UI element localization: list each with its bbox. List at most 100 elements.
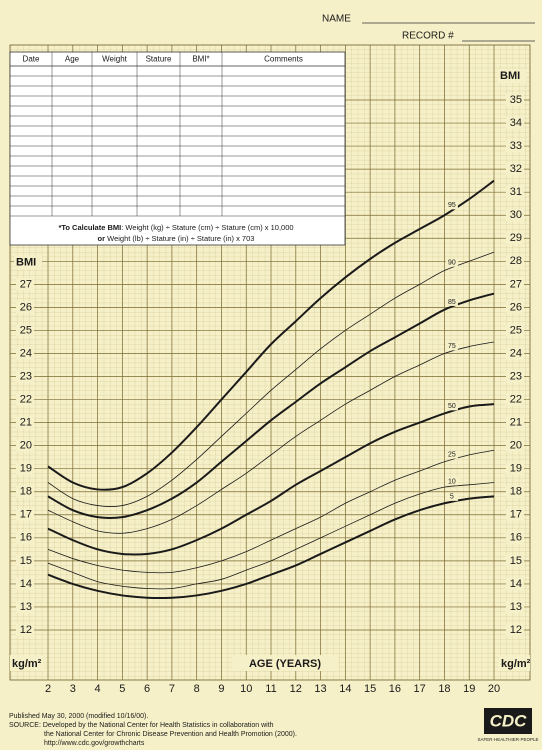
label-bg [16, 324, 34, 337]
x-tick-label: 8 [194, 683, 200, 695]
label-bg [506, 278, 524, 291]
label-bg [506, 140, 524, 153]
column-header: Comments [264, 55, 303, 64]
footer-source: the National Center for Chronic Disease … [44, 731, 297, 738]
logo [484, 708, 532, 734]
label-bg [445, 477, 458, 486]
label-bg [506, 462, 524, 475]
label-bg [506, 117, 524, 130]
x-tick-label: 20 [488, 683, 500, 695]
x-tick-label: 9 [218, 683, 224, 695]
label-bg [506, 94, 524, 106]
x-tick-label: 6 [144, 683, 150, 695]
label-bg [16, 554, 34, 567]
logo-tagline: SAFER·HEALTHIER·PEOPLE [478, 737, 539, 742]
record-table [9, 51, 346, 246]
label-bg [506, 209, 524, 222]
curve-label: 50 [448, 403, 456, 410]
y-tick-label: 22 [20, 393, 32, 405]
percentile-curve [47, 179, 495, 491]
y-tick-label: 28 [510, 255, 522, 267]
column-header: Date [23, 55, 40, 64]
name-label: NAME [322, 14, 351, 25]
label-bg [445, 258, 458, 267]
y-tick-label: 24 [510, 347, 522, 359]
y-tick-label: 21 [20, 417, 32, 429]
label-bg [506, 232, 524, 245]
curve-label: 85 [448, 299, 456, 306]
y-tick-label: 14 [510, 578, 522, 590]
y-tick-label: 18 [20, 486, 32, 498]
x-axis-label: AGE (YEARS) [249, 658, 321, 670]
label-bg [16, 393, 34, 406]
y-tick-label: 23 [20, 370, 32, 382]
y-tick-label: 15 [510, 555, 522, 567]
percentile-curve [47, 449, 495, 574]
y-tick-label: 16 [20, 532, 32, 544]
x-tick-label: 19 [463, 683, 475, 695]
y-axis-label: BMI [16, 256, 36, 268]
y-tick-label: 24 [20, 347, 32, 359]
label-bg [16, 577, 34, 590]
record-label: RECORD # [402, 31, 454, 42]
x-tick-label: 16 [389, 683, 401, 695]
y-tick-label: 31 [510, 186, 522, 198]
label-bg [16, 439, 34, 452]
curve-label: 5 [450, 494, 454, 501]
label-bg [16, 508, 34, 521]
y-tick-label: 13 [510, 601, 522, 613]
label-bg [16, 624, 34, 636]
y-tick-label: 12 [20, 624, 32, 636]
x-tick-label: 3 [70, 683, 76, 695]
curve-label: 25 [448, 452, 456, 459]
label-bg [16, 347, 34, 360]
label-bg [506, 370, 524, 383]
label-bg [506, 186, 524, 199]
curve-label: 10 [448, 478, 456, 485]
label-bg [445, 342, 458, 351]
label-bg [16, 462, 34, 475]
label-bg [506, 554, 524, 567]
y-axis-label: BMI [500, 70, 520, 82]
percentile-curve [47, 482, 495, 590]
label-bg [232, 655, 338, 671]
x-tick-label: 7 [169, 683, 175, 695]
y-tick-label: 25 [20, 324, 32, 336]
y-tick-label: 33 [510, 140, 522, 152]
y-tick-label: 18 [510, 486, 522, 498]
label-bg [16, 485, 34, 498]
label-bg [16, 370, 34, 383]
x-tick-label: 4 [94, 683, 100, 695]
label-bg [506, 485, 524, 498]
y-tick-label: 26 [510, 301, 522, 313]
label-bg [506, 393, 524, 406]
y-tick-label: 22 [510, 393, 522, 405]
x-tick-label: 2 [45, 683, 51, 695]
y-tick-label: 27 [20, 278, 32, 290]
footer-source: SOURCE: Developed by the National Center… [9, 722, 274, 729]
label-bg [506, 531, 524, 544]
x-tick-label: 10 [240, 683, 252, 695]
y-unit: kg/m² [501, 658, 531, 670]
bmi-note-2: or Weight (lb) ÷ Stature (in) ÷ Stature … [98, 234, 255, 243]
label-bg [445, 402, 458, 411]
label-bg [445, 492, 458, 501]
y-tick-label: 25 [510, 324, 522, 336]
curve-label: 90 [448, 260, 456, 267]
column-header: Stature [146, 55, 172, 64]
label-bg [499, 655, 530, 671]
y-tick-label: 20 [510, 440, 522, 452]
label-bg [506, 163, 524, 176]
y-tick-label: 26 [20, 301, 32, 313]
y-tick-label: 17 [20, 509, 32, 521]
percentile-curve [47, 341, 495, 534]
y-tick-label: 16 [510, 532, 522, 544]
bmi-note-1: *To Calculate BMI: Weight (kg) ÷ Stature… [58, 223, 293, 232]
label-bg [445, 201, 458, 210]
label-bg [445, 450, 458, 459]
percentile-curve [47, 403, 495, 556]
curve-label: 95 [448, 202, 456, 209]
y-tick-label: 19 [510, 463, 522, 475]
